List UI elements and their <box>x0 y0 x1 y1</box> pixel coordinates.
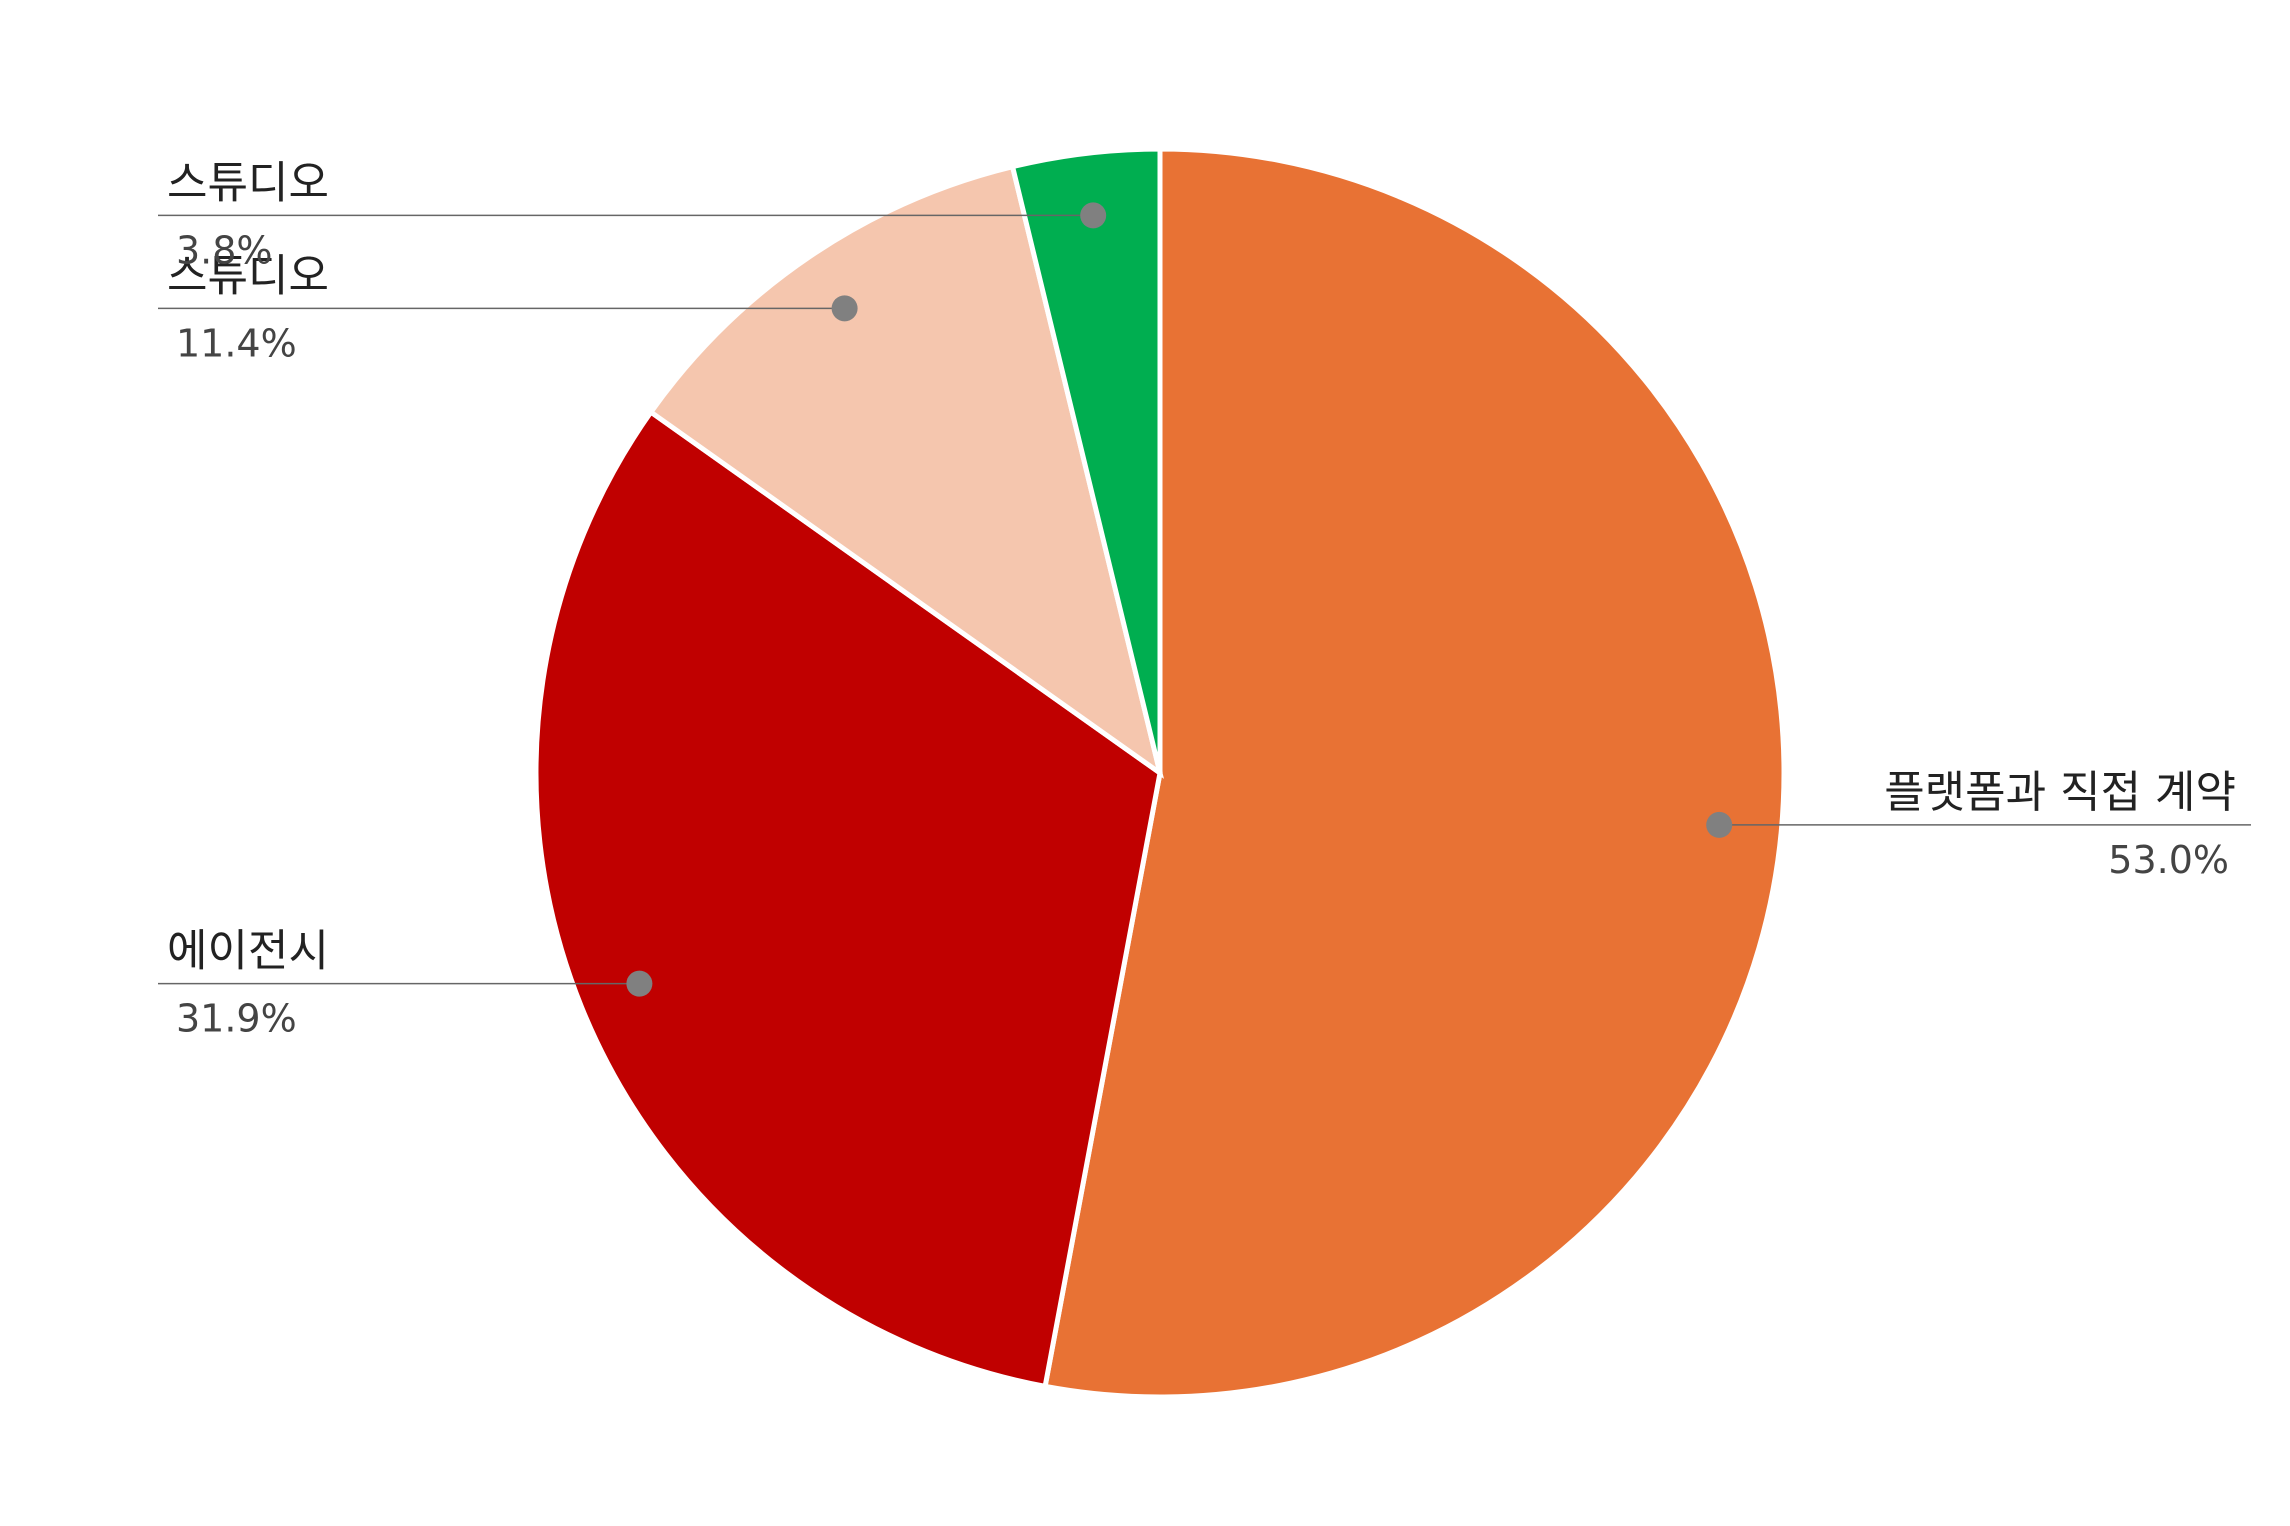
slice-value-label: 31.9% <box>176 997 297 1041</box>
leader-dot <box>626 970 653 997</box>
slice-value-label: 53.0% <box>2108 838 2229 882</box>
slice-label: 스튜디오 <box>167 250 329 301</box>
pie-slice <box>647 163 1165 779</box>
slice-value-label: 3.8% <box>176 228 273 272</box>
leader-dot <box>1080 202 1107 229</box>
pie-slice <box>1042 146 1787 1400</box>
slice-label: 스튜디오 <box>167 157 329 208</box>
pie-slice <box>533 408 1163 1390</box>
slice-label: 에이전시 <box>167 926 329 977</box>
leader-dot <box>1706 811 1733 838</box>
pie-slice <box>1009 146 1163 774</box>
leader-dot <box>831 295 858 322</box>
slice-value-label: 11.4% <box>176 321 297 365</box>
slice-label: 플랫폼과 직접 계약 <box>1884 767 2236 818</box>
